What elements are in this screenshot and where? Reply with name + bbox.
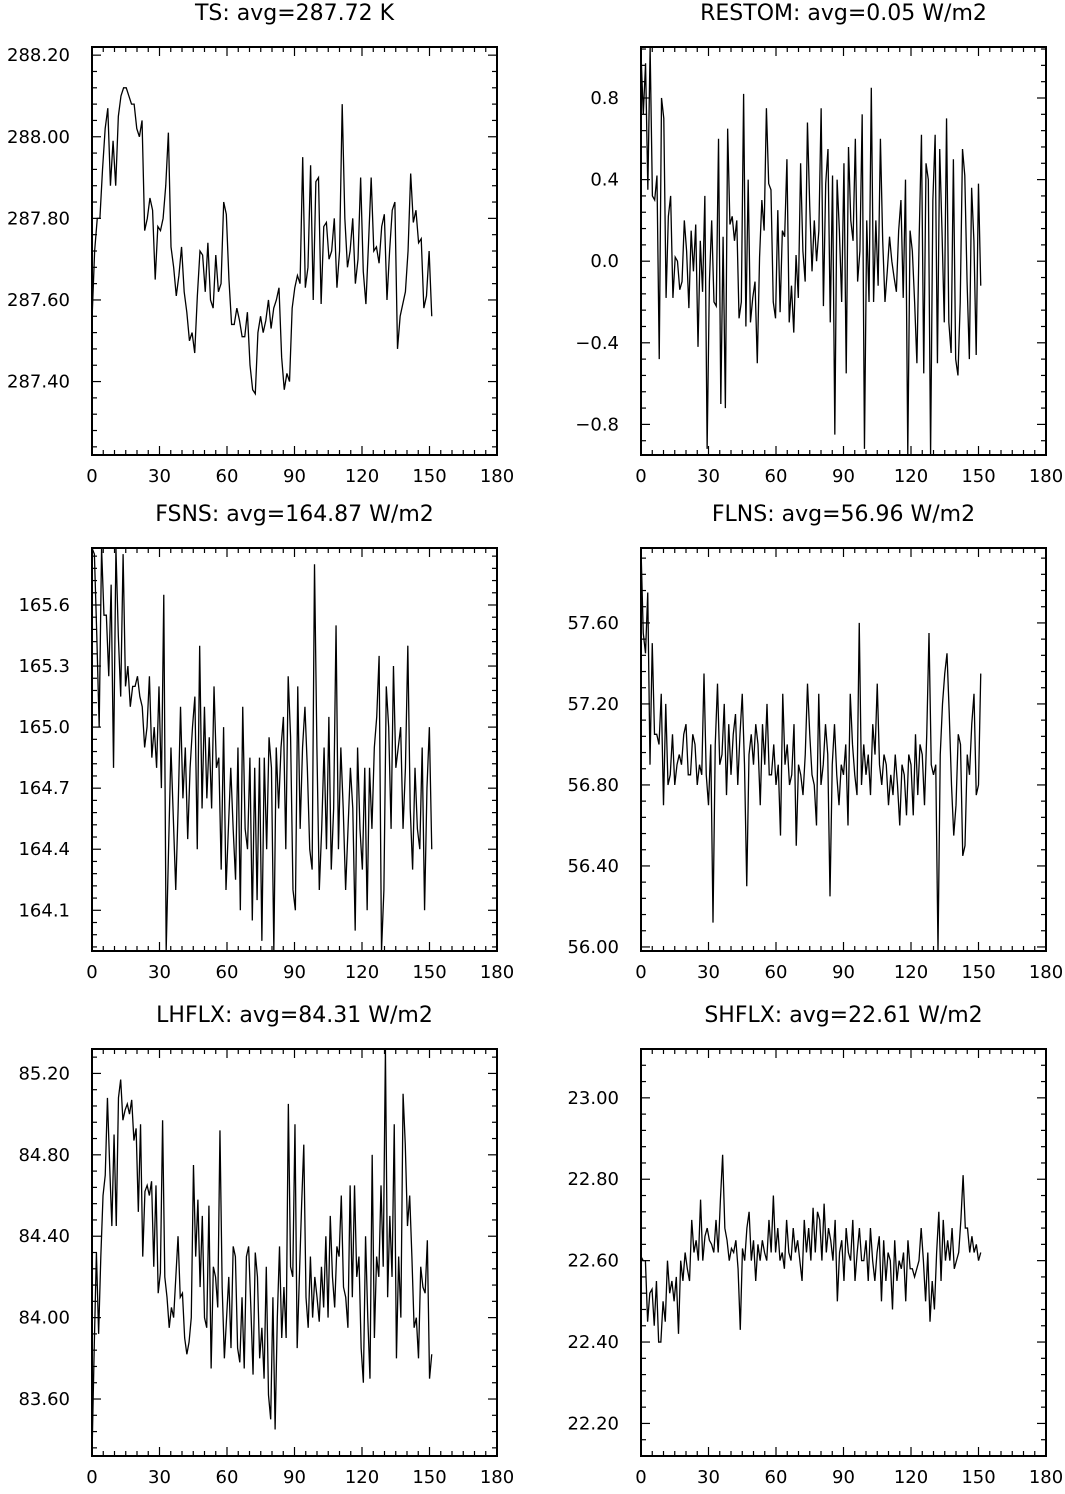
x-tick-label: 90 (283, 1467, 306, 1488)
y-tick-label: 165.6 (18, 595, 70, 616)
y-tick-label: 164.4 (18, 839, 70, 860)
series-line (92, 1049, 433, 1456)
x-tick-label: 0 (86, 466, 97, 487)
y-tick-label: 0.0 (590, 251, 619, 272)
x-tick-label: 30 (148, 1467, 171, 1488)
y-tick-label: 56.80 (567, 775, 619, 796)
x-tick-label: 150 (412, 466, 446, 487)
x-tick-label: 90 (832, 1467, 855, 1488)
x-tick-label: 0 (635, 962, 646, 983)
x-tick-label: 90 (832, 466, 855, 487)
x-tick-label: 90 (283, 466, 306, 487)
y-tick-label: 22.20 (567, 1413, 619, 1434)
x-tick-label: 150 (961, 1467, 995, 1488)
y-tick-label: −0.4 (575, 333, 619, 354)
y-tick-label: −0.8 (575, 414, 619, 435)
panel-title: LHFLX: avg=84.31 W/m2 (156, 1003, 433, 1028)
panel-fsns: FSNS: avg=164.87 W/m2 0 30 60 90 120 150 180 164… (18, 502, 514, 983)
y-tick-label: 0.4 (590, 170, 619, 191)
y-tick-label: 164.1 (18, 900, 70, 921)
series-line (641, 548, 982, 951)
x-tick-label: 30 (697, 466, 720, 487)
y-tick-label: 287.60 (7, 290, 70, 311)
y-tick-label: 287.40 (7, 372, 70, 393)
x-tick-label: 150 (961, 962, 995, 983)
x-tick-label: 120 (345, 1467, 379, 1488)
panel-title: FSNS: avg=164.87 W/m2 (155, 502, 434, 527)
x-tick-label: 150 (412, 1467, 446, 1488)
x-tick-label: 90 (832, 962, 855, 983)
x-tick-label: 30 (148, 962, 171, 983)
x-tick-label: 30 (697, 1467, 720, 1488)
y-tick-label: 57.60 (567, 613, 619, 634)
y-tick-label: 56.40 (567, 856, 619, 877)
y-tick-label: 83.60 (18, 1389, 70, 1410)
y-tick-label: 287.80 (7, 208, 70, 229)
x-tick-label: 150 (961, 466, 995, 487)
y-tick-label: 57.20 (567, 694, 619, 715)
x-tick-label: 0 (86, 962, 97, 983)
plot-frame (640, 46, 1047, 456)
x-tick-label: 60 (765, 1467, 788, 1488)
y-tick-label: 22.60 (567, 1251, 619, 1272)
panel-flns: FLNS: avg=56.96 W/m2 0 30 60 90 120 150 180 56.0… (567, 502, 1063, 983)
x-tick-label: 60 (765, 962, 788, 983)
x-tick-label: 180 (480, 466, 514, 487)
x-tick-label: 180 (480, 962, 514, 983)
plot-frame (640, 1048, 1047, 1457)
x-tick-label: 180 (1029, 1467, 1063, 1488)
series-line (641, 47, 982, 455)
panel-title: SHFLX: avg=22.61 W/m2 (704, 1003, 982, 1028)
y-tick-label: 288.00 (7, 127, 70, 148)
panel-ts: TS: avg=287.72 K 0 30 60 90 120 150 180 287.40 28… (7, 1, 514, 487)
x-tick-label: 120 (894, 466, 928, 487)
x-tick-label: 180 (480, 1467, 514, 1488)
y-tick-label: 85.20 (18, 1063, 70, 1084)
x-tick-label: 0 (635, 1467, 646, 1488)
x-tick-label: 0 (635, 466, 646, 487)
x-tick-label: 180 (1029, 962, 1063, 983)
panel-title: RESTOM: avg=0.05 W/m2 (700, 1, 987, 26)
x-tick-label: 30 (148, 466, 171, 487)
plot-frame (91, 46, 498, 456)
series-line (92, 548, 433, 951)
x-tick-label: 90 (283, 962, 306, 983)
panel-title: FLNS: avg=56.96 W/m2 (712, 502, 975, 527)
y-tick-label: 0.8 (590, 88, 619, 109)
x-tick-label: 180 (1029, 466, 1063, 487)
y-tick-label: 164.7 (18, 778, 70, 799)
x-tick-label: 60 (216, 466, 239, 487)
y-tick-label: 56.00 (567, 937, 619, 958)
y-tick-label: 84.80 (18, 1145, 70, 1166)
panel-lhflx: LHFLX: avg=84.31 W/m2 0 30 60 90 120 150 180 83.… (18, 1003, 514, 1488)
x-tick-label: 0 (86, 1467, 97, 1488)
y-tick-label: 288.20 (7, 45, 70, 66)
x-tick-label: 120 (894, 962, 928, 983)
x-tick-label: 60 (765, 466, 788, 487)
y-tick-label: 23.00 (567, 1088, 619, 1109)
x-tick-label: 60 (216, 962, 239, 983)
x-tick-label: 30 (697, 962, 720, 983)
panel-shflx: SHFLX: avg=22.61 W/m2 0 30 60 90 120 150 180 22.… (567, 1003, 1063, 1488)
x-tick-label: 150 (412, 962, 446, 983)
plot-frame (91, 1048, 498, 1457)
x-tick-label: 120 (345, 962, 379, 983)
y-tick-label: 84.40 (18, 1226, 70, 1247)
x-tick-label: 60 (216, 1467, 239, 1488)
x-tick-label: 120 (894, 1467, 928, 1488)
series-line (92, 87, 433, 396)
y-tick-label: 22.80 (567, 1169, 619, 1190)
y-tick-label: 165.0 (18, 717, 70, 738)
series-line (641, 1154, 982, 1343)
y-tick-label: 84.00 (18, 1308, 70, 1329)
y-tick-label: 22.40 (567, 1332, 619, 1353)
x-tick-label: 120 (345, 466, 379, 487)
panel-restom: RESTOM: avg=0.05 W/m2 0 30 60 90 120 150 180 −0.… (575, 1, 1063, 487)
y-tick-label: 165.3 (18, 656, 70, 677)
panel-title: TS: avg=287.72 K (194, 1, 395, 26)
